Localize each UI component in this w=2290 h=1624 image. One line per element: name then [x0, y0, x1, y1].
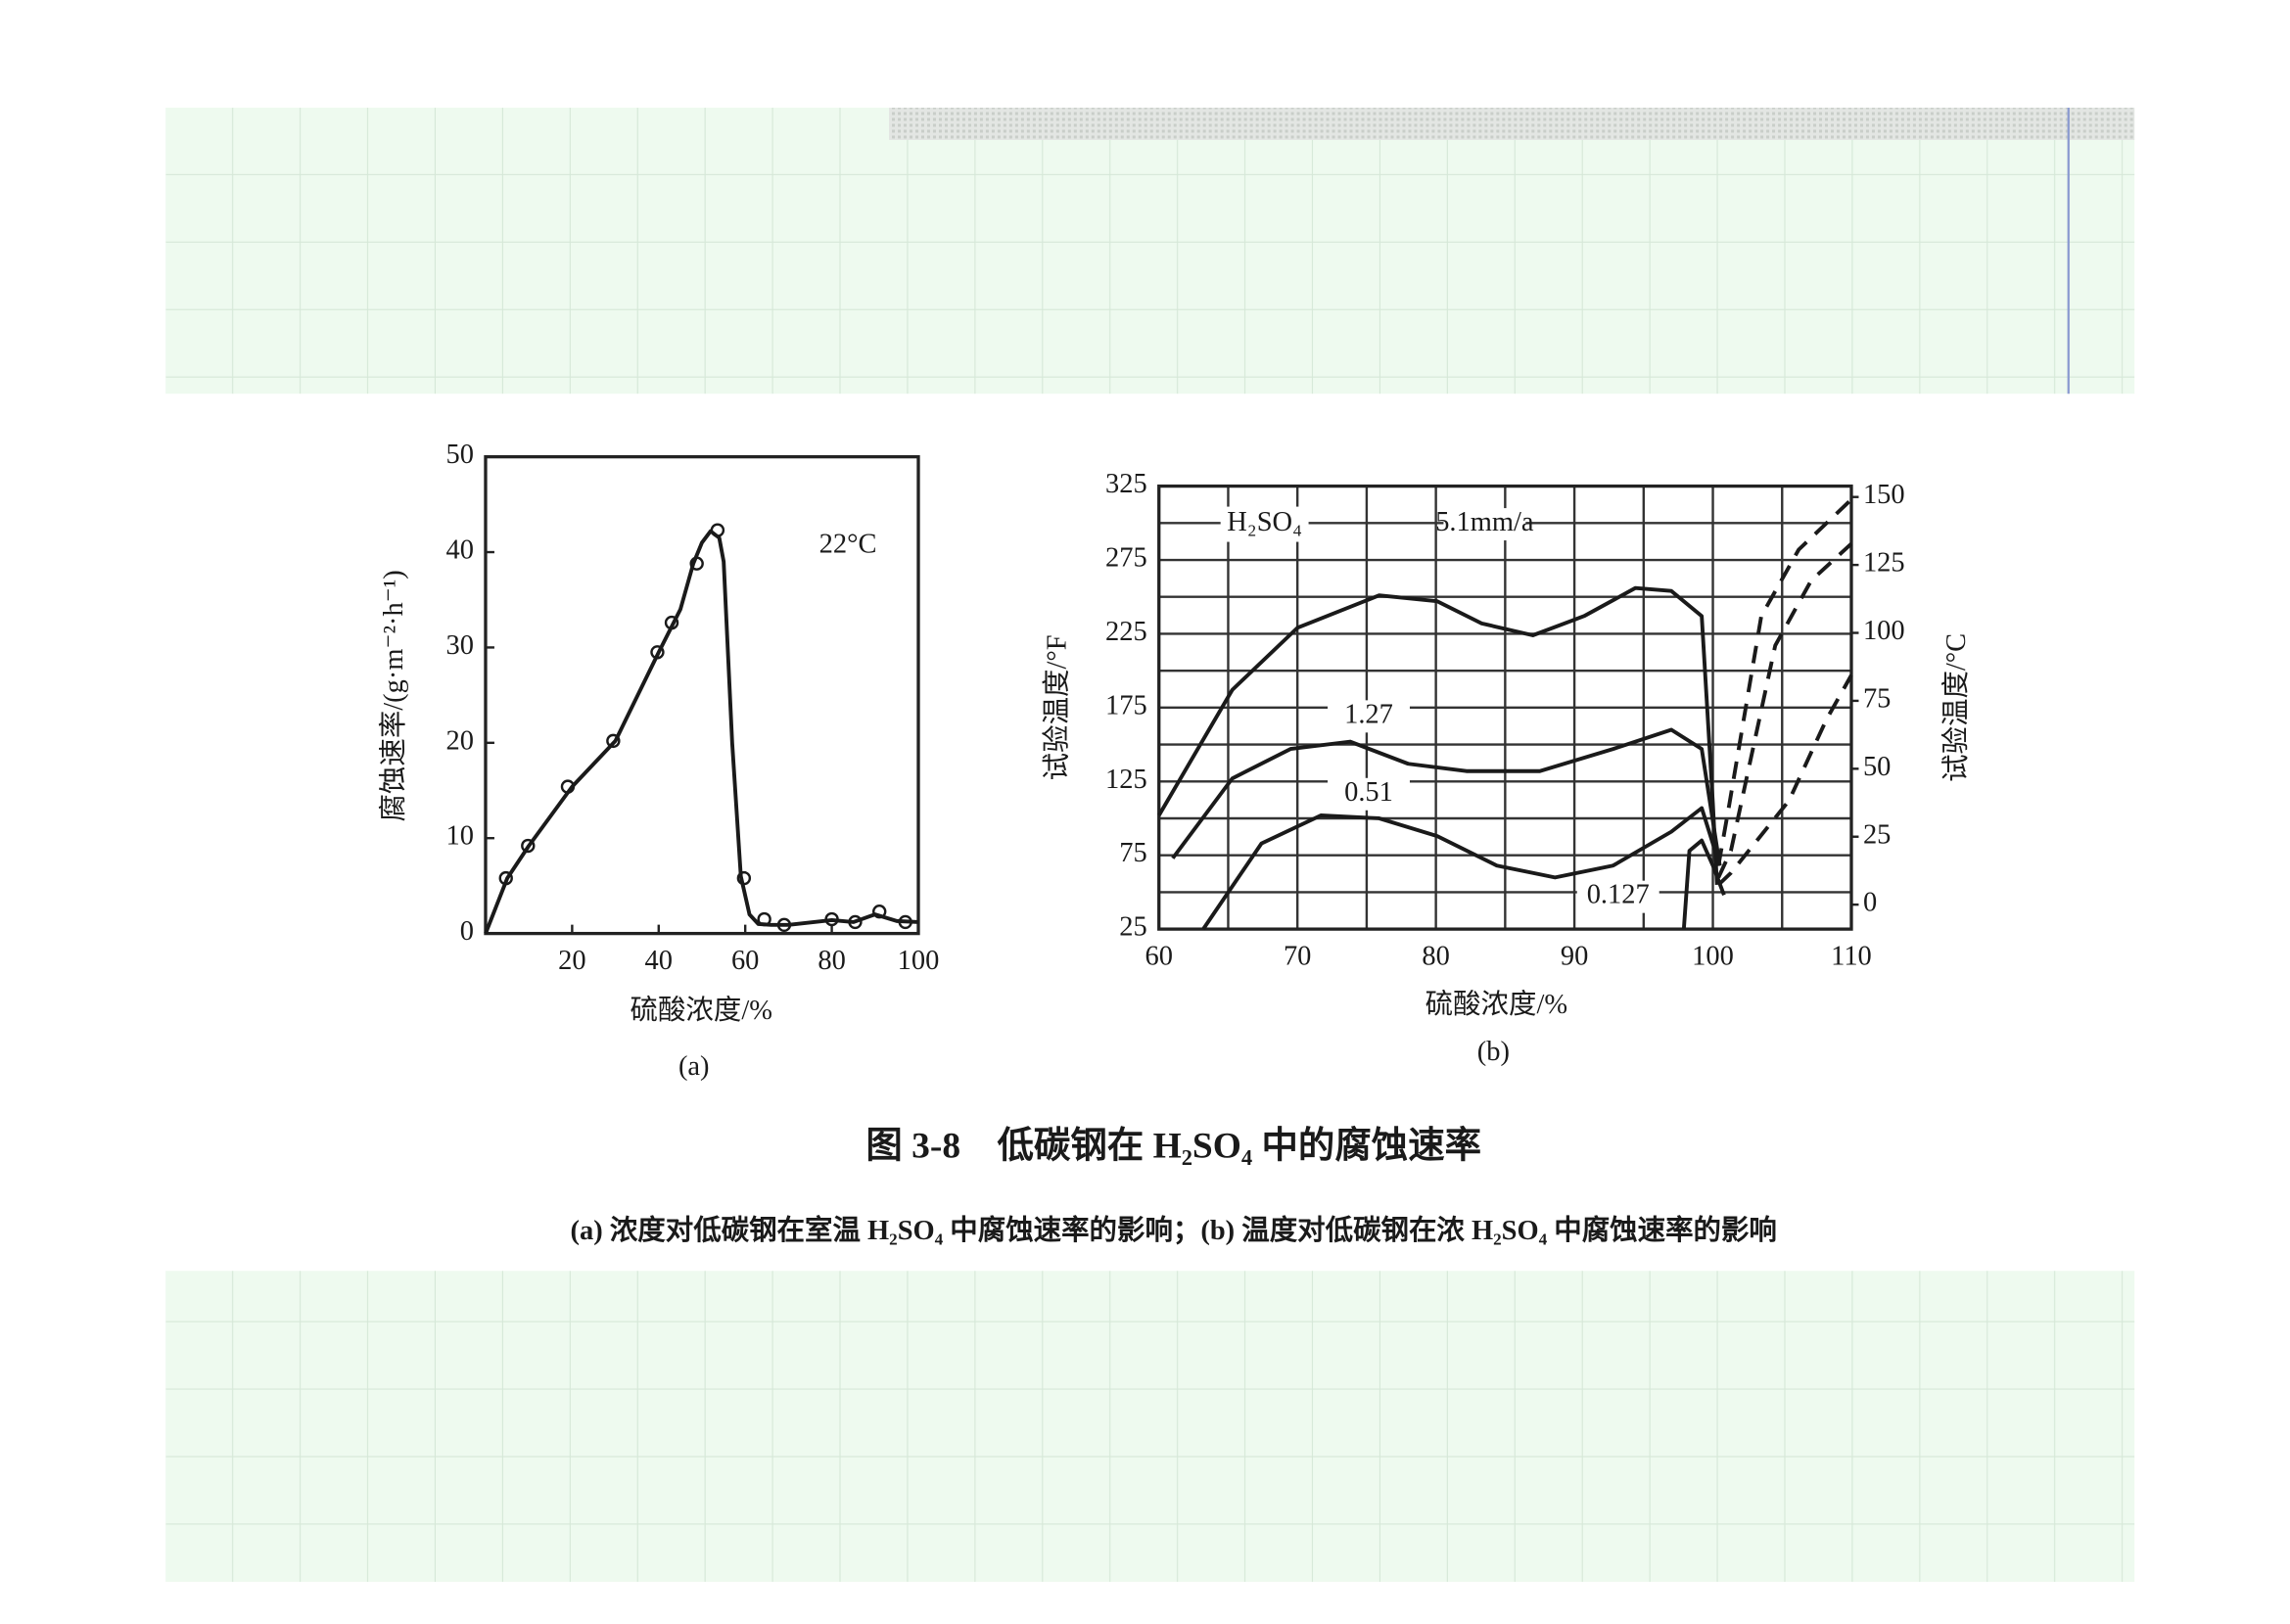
dashed-curve — [1716, 673, 1853, 887]
y2-tick-label: 50 — [1863, 752, 1891, 782]
curve-label: 5.1mm/a — [1435, 507, 1534, 537]
x-axis-label: 硫酸浓度/% — [631, 995, 772, 1026]
y-tick-label: 275 — [1105, 543, 1147, 574]
curve — [1681, 838, 1726, 930]
plot-frame — [1157, 484, 1853, 931]
y-axis-label: 试验温度/°F — [1041, 634, 1072, 780]
x-tick-label: 80 — [818, 946, 845, 976]
annotation: 22°C — [819, 530, 877, 560]
y-tick-label: 25 — [1119, 912, 1146, 943]
curve-label-bg — [1328, 700, 1410, 733]
x-tick-label: 60 — [1145, 942, 1173, 972]
curve-label-bg — [1576, 880, 1659, 913]
subplot-label: (a) — [678, 1051, 710, 1082]
curve-label: 0.51 — [1344, 777, 1393, 808]
x-tick-label: 60 — [731, 946, 759, 976]
bottom-band — [165, 1271, 2135, 1582]
annotation-bg — [804, 529, 893, 565]
y-tick-label: 325 — [1105, 469, 1147, 499]
plot-frame — [484, 454, 920, 936]
curve — [484, 529, 919, 935]
y-tick-label: 40 — [446, 535, 474, 566]
x-tick-label: 40 — [645, 946, 673, 976]
x-tick-label: 100 — [898, 946, 940, 976]
y2-tick-label: 75 — [1863, 683, 1891, 714]
annotation: H₂SO₄ — [1227, 507, 1302, 537]
dashed-curve — [1716, 497, 1853, 866]
y-tick-label: 50 — [446, 440, 474, 470]
x-tick-label: 90 — [1561, 942, 1588, 972]
y-tick-label: 125 — [1105, 765, 1147, 795]
y2-tick-label: 150 — [1863, 480, 1905, 510]
curve-label: 0.127 — [1587, 880, 1650, 910]
curve — [1201, 806, 1722, 931]
curve-label: 1.27 — [1344, 699, 1393, 729]
y2-tick-label: 125 — [1863, 548, 1905, 579]
x-tick-label: 80 — [1422, 942, 1449, 972]
y2-tick-label: 25 — [1863, 819, 1891, 850]
x-axis-label: 硫酸浓度/% — [1425, 989, 1567, 1020]
y-tick-label: 225 — [1105, 617, 1147, 647]
x-tick-label: 100 — [1692, 942, 1734, 972]
y-tick-label: 175 — [1105, 690, 1147, 720]
figure-title: 图 3-8 低碳钢在 H₂SO₄ 中的腐蚀速率 — [865, 1125, 1481, 1166]
hatched-bar — [889, 108, 2135, 140]
dashed-curve — [1716, 542, 1853, 879]
y2-axis-label: 试验温度/°C — [1940, 633, 1972, 782]
y-tick-label: 0 — [460, 916, 474, 947]
curve-label-bg — [1443, 508, 1526, 541]
y-tick-label: 10 — [446, 821, 474, 852]
curve — [1157, 585, 1719, 885]
subplot-label: (b) — [1477, 1037, 1510, 1067]
top-band — [165, 108, 2135, 394]
x-tick-label: 110 — [1831, 942, 1872, 972]
x-tick-label: 20 — [558, 946, 585, 976]
y-tick-label: 20 — [446, 725, 474, 756]
y2-tick-label: 100 — [1863, 616, 1905, 646]
figure-caption: (a) 浓度对低碳钢在室温 H₂SO₄ 中腐蚀速率的影响；(b) 温度对低碳钢在… — [571, 1214, 1777, 1246]
annotation-bg — [1220, 506, 1309, 542]
x-tick-label: 70 — [1284, 942, 1311, 972]
y2-tick-label: 0 — [1863, 888, 1877, 918]
curve-label-bg — [1328, 777, 1410, 811]
curve — [1171, 727, 1722, 866]
y-tick-label: 30 — [446, 630, 474, 661]
y-tick-label: 75 — [1119, 838, 1146, 868]
y-axis-label: 腐蚀速率/(g·m⁻²·h⁻¹) — [378, 570, 409, 821]
